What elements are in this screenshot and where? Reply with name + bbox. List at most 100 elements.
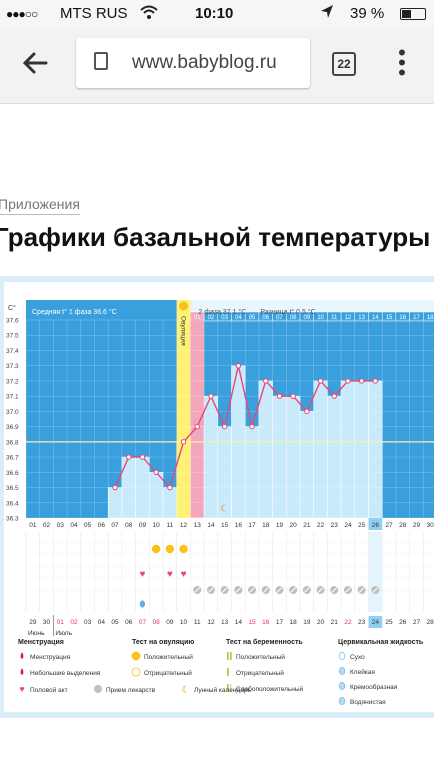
medication-pill-line	[249, 587, 255, 593]
temperature-point[interactable]	[208, 393, 214, 399]
day-number-label: 18	[262, 522, 270, 529]
temperature-point[interactable]	[221, 423, 228, 430]
calendar-date-label: 15	[248, 619, 256, 626]
menstruation-drop-icon	[20, 652, 24, 659]
y-tick-label: 36.4	[6, 500, 19, 507]
top-day-number: 18	[427, 315, 434, 321]
phase1-header	[26, 300, 177, 320]
cervical-fluid-icon	[338, 682, 346, 690]
calendar-date-label: 19	[303, 619, 311, 626]
temperature-point[interactable]	[263, 378, 269, 384]
temperature-point[interactable]	[345, 378, 351, 384]
address-bar[interactable]: www.babyblog.ru	[76, 38, 310, 88]
temperature-point[interactable]	[372, 378, 379, 384]
temperature-point[interactable]	[304, 408, 310, 415]
y-tick-label: 37.6	[6, 318, 19, 325]
top-day-number: 12	[345, 315, 352, 321]
ovulation-label: Овуляция	[180, 316, 187, 346]
temp-column	[258, 380, 273, 519]
temperature-point[interactable]	[153, 469, 159, 476]
calendar-date-label: 29	[29, 619, 37, 626]
pregnancy-test-bar-icon	[230, 684, 232, 692]
legend-item-menstruation: Менструация	[30, 654, 71, 661]
medication-pill-line	[276, 587, 283, 593]
pregnancy-test-bar-icon	[227, 652, 229, 660]
month-prev-label: Июнь	[28, 630, 45, 637]
day-number-label: 24	[344, 522, 352, 529]
overflow-menu-icon[interactable]: • • •	[398, 40, 406, 85]
day-number-label: 12	[180, 522, 188, 529]
calendar-date-label: 23	[358, 619, 366, 626]
day-number-label: 03	[57, 522, 65, 529]
medication-pill-line	[262, 587, 269, 593]
temp-column	[340, 380, 356, 519]
temperature-point[interactable]	[290, 393, 296, 399]
calendar-date-label: 26	[399, 619, 407, 626]
calendar-date-label: 25	[385, 619, 393, 626]
medication-pill-line	[331, 587, 338, 593]
temperature-point[interactable]	[358, 378, 365, 384]
temperature-point[interactable]	[249, 423, 255, 430]
day-number-label: 17	[248, 522, 256, 529]
status-bar: ●●●○○ MTS RUS 10:10 39 %	[0, 0, 434, 28]
temperature-point[interactable]	[112, 484, 118, 491]
back-arrow-icon[interactable]	[22, 50, 48, 83]
calendar-date-label: 12	[207, 619, 215, 626]
medication-pill-line	[290, 587, 297, 593]
y-tick-label: 37.1	[6, 394, 19, 401]
legend-item-lunar: Лунный календарь	[194, 686, 251, 694]
legend-title-ovulation-test: Тест на овуляцию	[132, 639, 194, 646]
day-number-label: 16	[235, 522, 243, 529]
temperature-point[interactable]	[317, 378, 324, 384]
legend-item-pregnancy-test: Слабоположительный	[236, 685, 304, 693]
medication-pill-line	[235, 587, 242, 593]
day-number-label: 15	[221, 522, 229, 529]
temperature-point[interactable]	[167, 484, 173, 491]
temperature-point[interactable]	[276, 393, 283, 399]
pregnancy-test-bar-icon	[227, 684, 229, 692]
temperature-point[interactable]	[126, 454, 132, 460]
lunar-calendar-icon: ☾	[220, 504, 229, 515]
medication-pill-line	[345, 587, 351, 593]
day-number-label: 22	[317, 522, 325, 529]
y-tick-label: 36.8	[6, 439, 19, 446]
temperature-point[interactable]	[331, 393, 337, 399]
legend-item-cervical-fluid: Клейкая	[350, 668, 375, 676]
calendar-date-label: 24	[372, 619, 380, 626]
day-number-label: 29	[413, 522, 421, 529]
temperature-point[interactable]	[235, 362, 242, 369]
y-unit-label: C°	[8, 304, 16, 312]
calendar-date-label: 13	[221, 619, 229, 626]
top-day-number: 01	[194, 315, 201, 321]
legend-item-medication: Прием лекарств	[106, 687, 156, 694]
y-tick-label: 36.6	[6, 470, 19, 477]
month-next-label: Июль	[55, 630, 72, 637]
battery-icon	[400, 8, 426, 20]
breadcrumb[interactable]: Приложения	[0, 196, 80, 215]
temp-column	[149, 472, 164, 519]
day-number-label: 07	[111, 522, 119, 529]
top-day-number: 17	[413, 315, 420, 321]
calendar-date-label: 14	[235, 619, 243, 626]
day-number-label: 06	[98, 522, 106, 529]
day-number-label: 26	[372, 522, 380, 529]
medication-pill-line	[358, 587, 365, 593]
temperature-point[interactable]	[180, 439, 187, 445]
medication-pill-line	[208, 587, 214, 593]
ovulation-test-positive-icon	[151, 544, 161, 554]
calendar-date-label: 01	[57, 619, 65, 626]
medication-pill-line	[317, 587, 324, 593]
y-tick-label: 37.5	[6, 333, 19, 340]
temperature-point[interactable]	[194, 423, 200, 430]
temperature-point[interactable]	[139, 454, 146, 460]
tab-switcher-button[interactable]: 22	[332, 52, 356, 76]
legend-title-pregnancy-test: Тест на беременность	[226, 638, 303, 646]
medication-pill-line	[221, 587, 228, 593]
bbt-chart-container: 01 02 03 04 05 06 07 08 09 10 11 12 13 14 15 16 17 18 Овул…	[0, 276, 434, 721]
intercourse-heart-icon: ♥	[139, 569, 145, 580]
legend-title-cervical-fluid: Цервикальная жидкость	[338, 639, 424, 646]
day-number-label: 20	[290, 522, 298, 529]
menstruation-drop-icon	[20, 668, 24, 675]
legend-item-intercourse: Половой акт	[30, 686, 68, 694]
top-day-number: 08	[290, 315, 297, 321]
